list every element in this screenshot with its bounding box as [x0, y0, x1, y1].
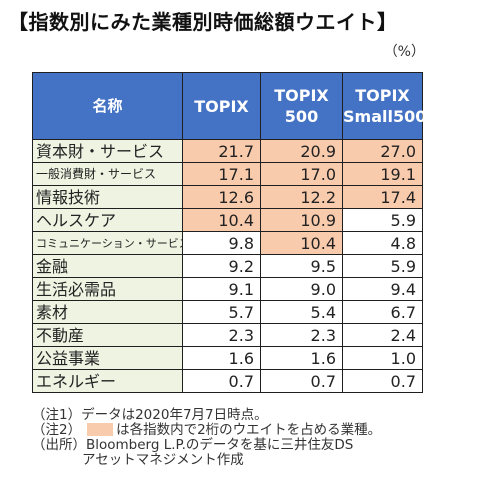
table-row: コミュニケーション・サービス 9.8 10.4 4.8 — [32, 231, 423, 255]
table-row: 情報技術 12.6 12.2 17.4 — [32, 185, 423, 209]
weight-value: 9.2 — [182, 254, 261, 278]
table-header-row: 名称 TOPIX TOPIX 500 TOPIX Small500 — [32, 72, 426, 140]
weight-value: 5.9 — [342, 208, 423, 232]
highlight-swatch — [87, 423, 114, 436]
weight-value: 1.6 — [182, 346, 261, 370]
weight-value: 17.1 — [182, 162, 261, 186]
table-row: 不動産 2.3 2.3 2.4 — [32, 323, 423, 347]
table-row: 一般消費財・サービス 17.1 17.0 19.1 — [32, 162, 423, 186]
sector-name: 金融 — [32, 254, 183, 278]
weight-value: 10.9 — [260, 208, 343, 232]
table-row: 公益事業 1.6 1.6 1.0 — [32, 346, 423, 370]
weight-value: 9.4 — [342, 277, 423, 301]
note-1: （注1）データは2020年7月7日時点。 — [32, 407, 268, 423]
sector-name: 不動産 — [32, 323, 183, 347]
page-title: 【指数別にみた業種別時価総額ウエイト】 — [8, 10, 398, 34]
weight-value: 5.7 — [182, 300, 261, 324]
weight-value: 27.0 — [342, 139, 423, 163]
sector-name: 生活必需品 — [32, 277, 183, 301]
sector-name: 情報技術 — [32, 185, 183, 209]
weight-value: 20.9 — [260, 139, 343, 163]
weight-value: 9.1 — [182, 277, 261, 301]
sector-name: エネルギー — [32, 369, 183, 393]
weight-value: 2.4 — [342, 323, 423, 347]
weight-value: 5.4 — [260, 300, 343, 324]
header-topix-small500: TOPIX Small500 — [342, 72, 426, 140]
weight-value: 9.0 — [260, 277, 343, 301]
sector-name: コミュニケーション・サービス — [32, 231, 183, 255]
sector-name: 資本財・サービス — [32, 139, 183, 163]
weight-value: 5.9 — [342, 254, 423, 278]
header-topix: TOPIX — [182, 72, 261, 140]
table-row: 金融 9.2 9.5 5.9 — [32, 254, 423, 278]
weight-value: 17.4 — [342, 185, 423, 209]
weight-value: 1.0 — [342, 346, 423, 370]
table-row: エネルギー 0.7 0.7 0.7 — [32, 369, 423, 393]
note-2: （注2） は各指数内で2桁のウエイトを占める業種。 — [32, 422, 382, 438]
weight-value: 19.1 — [342, 162, 423, 186]
weight-value: 21.7 — [182, 139, 261, 163]
weight-value: 17.0 — [260, 162, 343, 186]
weight-value: 0.7 — [260, 369, 343, 393]
source-note: （出所）Bloomberg L.P.のデータを基に三井住友DS — [32, 437, 354, 453]
weight-value: 9.5 — [260, 254, 343, 278]
weight-value: 0.7 — [342, 369, 423, 393]
weight-value: 4.8 — [342, 231, 423, 255]
weight-value: 12.6 — [182, 185, 261, 209]
table-row: 生活必需品 9.1 9.0 9.4 — [32, 277, 423, 301]
weight-value: 2.3 — [260, 323, 343, 347]
sector-weight-table: 名称 TOPIX TOPIX 500 TOPIX Small500 資本財・サー… — [32, 72, 426, 393]
unit-label: （%） — [383, 44, 425, 60]
weight-value: 12.2 — [260, 185, 343, 209]
table-body: 資本財・サービス 21.7 20.9 27.0 一般消費財・サービス 17.1 17.0 19… — [32, 139, 423, 393]
table-row: 資本財・サービス 21.7 20.9 27.0 — [32, 139, 423, 163]
weight-value: 9.8 — [182, 231, 261, 255]
header-name: 名称 — [32, 72, 183, 140]
sector-name: 公益事業 — [32, 346, 183, 370]
weight-value: 6.7 — [342, 300, 423, 324]
table-row: ヘルスケア 10.4 10.9 5.9 — [32, 208, 423, 232]
sector-name: ヘルスケア — [32, 208, 183, 232]
sector-name: 素材 — [32, 300, 183, 324]
weight-value: 10.4 — [260, 231, 343, 255]
table-row: 素材 5.7 5.4 6.7 — [32, 300, 423, 324]
footnotes: （注1）データは2020年7月7日時点。 （注2） は各指数内で2桁のウエイトを占… — [32, 408, 381, 468]
source-note-cont: アセットマネジメント作成 — [82, 452, 244, 468]
sector-name: 一般消費財・サービス — [32, 162, 183, 186]
weight-value: 2.3 — [182, 323, 261, 347]
weight-value: 1.6 — [260, 346, 343, 370]
weight-value: 10.4 — [182, 208, 261, 232]
weight-value: 0.7 — [182, 369, 261, 393]
header-topix500: TOPIX 500 — [260, 72, 343, 140]
